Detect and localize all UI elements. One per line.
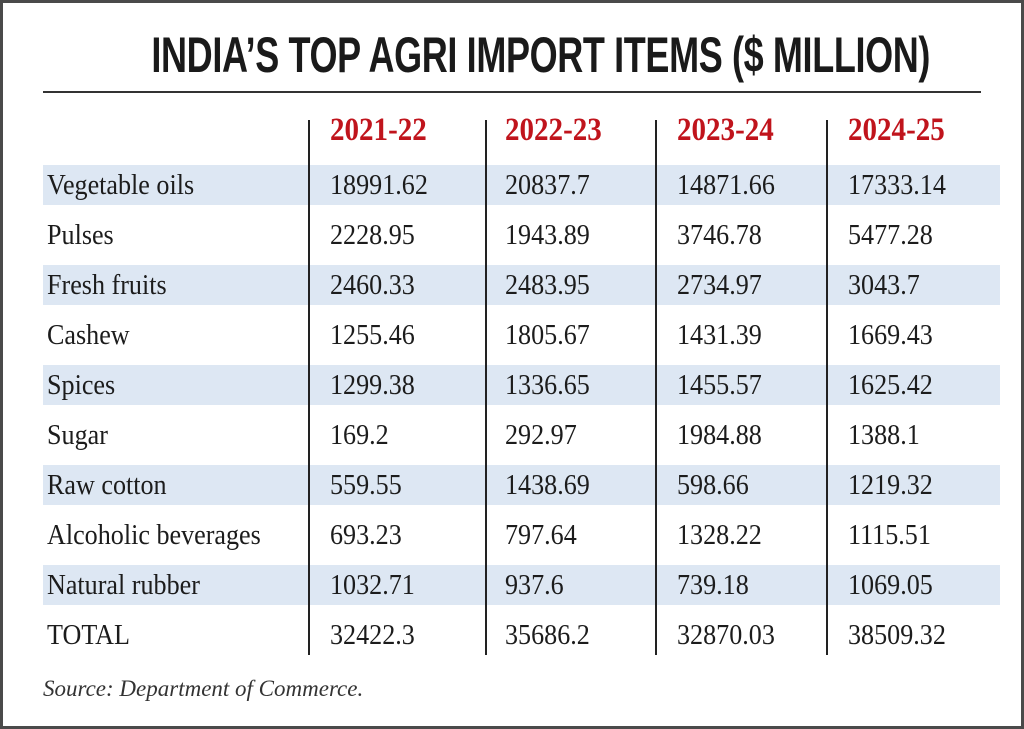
- row-label: Fresh fruits: [47, 269, 167, 301]
- table-cell: 1219.32: [848, 469, 933, 501]
- column-divider: [826, 120, 828, 655]
- table-cell: 1336.65: [505, 369, 590, 401]
- row-label: Sugar: [47, 419, 108, 451]
- column-header: 2023-24: [677, 112, 774, 148]
- table-cell: 17333.14: [848, 169, 946, 201]
- table-cell: 18991.62: [330, 169, 428, 201]
- table-cell: 739.18: [677, 569, 749, 601]
- table-cell: 2734.97: [677, 269, 762, 301]
- row-label: Raw cotton: [47, 469, 167, 501]
- row-label: Natural rubber: [47, 569, 200, 601]
- table-row: Pulses 2228.95 1943.89 3746.78 5477.28: [43, 215, 1000, 255]
- column-divider: [485, 120, 487, 655]
- row-label: Pulses: [47, 219, 114, 251]
- table-cell: 1069.05: [848, 569, 933, 601]
- table-row: Vegetable oils 18991.62 20837.7 14871.66 173…: [43, 165, 1000, 205]
- row-label: TOTAL: [47, 619, 130, 651]
- table-cell: 1032.71: [330, 569, 415, 601]
- chart-title: INDIA’S TOP AGRI IMPORT ITEMS ($ MILLION…: [151, 27, 931, 83]
- chart-title-wrap: INDIA’S TOP AGRI IMPORT ITEMS ($ MILLION…: [0, 26, 1024, 84]
- table-cell: 1455.57: [677, 369, 762, 401]
- table-cell: 693.23: [330, 519, 402, 551]
- column-divider: [308, 120, 310, 655]
- table-cell: 1255.46: [330, 319, 415, 351]
- table-cell: 32870.03: [677, 619, 775, 651]
- table-cell: 5477.28: [848, 219, 933, 251]
- table-row: Raw cotton 559.55 1438.69 598.66 1219.32: [43, 465, 1000, 505]
- table-cell: 598.66: [677, 469, 749, 501]
- table-cell: 1431.39: [677, 319, 762, 351]
- table-cell: 1438.69: [505, 469, 590, 501]
- table-cell: 797.64: [505, 519, 577, 551]
- column-divider: [655, 120, 657, 655]
- table-row: Cashew 1255.46 1805.67 1431.39 1669.43: [43, 315, 1000, 355]
- table-cell: 1388.1: [848, 419, 920, 451]
- table-cell: 937.6: [505, 569, 564, 601]
- table-cell: 169.2: [330, 419, 389, 451]
- table-cell: 35686.2: [505, 619, 590, 651]
- table-cell: 1805.67: [505, 319, 590, 351]
- column-header: 2021-22: [330, 112, 427, 148]
- column-header: 2024-25: [848, 112, 945, 148]
- table-cell: 1984.88: [677, 419, 762, 451]
- table-cell: 1625.42: [848, 369, 933, 401]
- table-row: Spices 1299.38 1336.65 1455.57 1625.42: [43, 365, 1000, 405]
- table-row: Sugar 169.2 292.97 1984.88 1388.1: [43, 415, 1000, 455]
- row-label: Spices: [47, 369, 116, 401]
- total-row: TOTAL 32422.3 35686.2 32870.03 38509.32: [43, 615, 1000, 655]
- table-cell: 1943.89: [505, 219, 590, 251]
- row-label: Cashew: [47, 319, 130, 351]
- table-cell: 3043.7: [848, 269, 920, 301]
- table-cell: 292.97: [505, 419, 577, 451]
- table-row: Alcoholic beverages 693.23 797.64 1328.22 11…: [43, 515, 1000, 555]
- table-cell: 38509.32: [848, 619, 946, 651]
- row-label: Alcoholic beverages: [47, 519, 261, 551]
- table-row: Fresh fruits 2460.33 2483.95 2734.97 3043.7: [43, 265, 1000, 305]
- column-header: 2022-23: [505, 112, 602, 148]
- table-cell: 20837.7: [505, 169, 590, 201]
- table-row: Natural rubber 1032.71 937.6 739.18 1069.05: [43, 565, 1000, 605]
- table-cell: 559.55: [330, 469, 402, 501]
- table-cell: 2460.33: [330, 269, 415, 301]
- table-cell: 1115.51: [848, 519, 931, 551]
- table-cell: 14871.66: [677, 169, 775, 201]
- table-cell: 1328.22: [677, 519, 762, 551]
- table-cell: 3746.78: [677, 219, 762, 251]
- table-cell: 32422.3: [330, 619, 415, 651]
- table-cell: 1669.43: [848, 319, 933, 351]
- title-divider: [43, 91, 981, 93]
- table-cell: 2483.95: [505, 269, 590, 301]
- source-note: Source: Department of Commerce.: [43, 676, 364, 701]
- row-label: Vegetable oils: [47, 169, 195, 201]
- table-cell: 1299.38: [330, 369, 415, 401]
- table-cell: 2228.95: [330, 219, 415, 251]
